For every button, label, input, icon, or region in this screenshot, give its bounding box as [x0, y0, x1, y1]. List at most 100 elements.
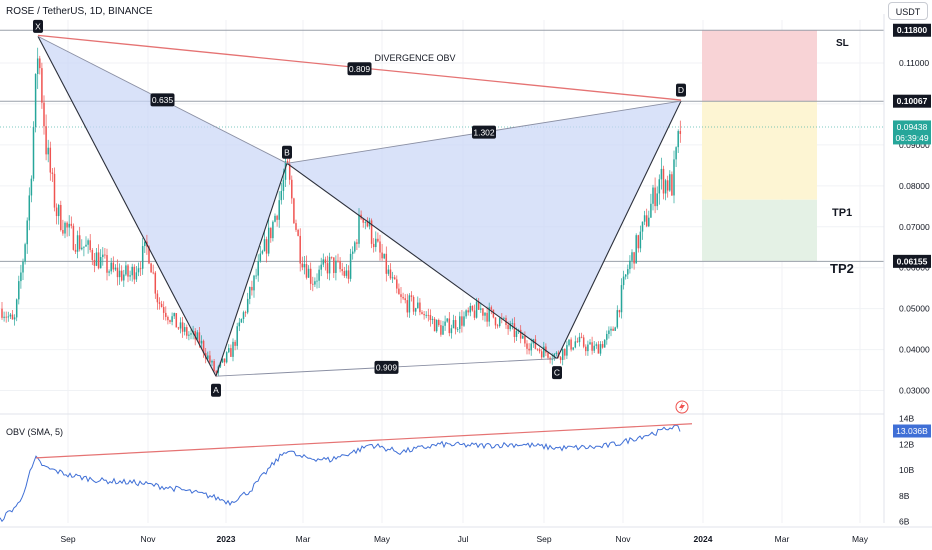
candle	[91, 248, 94, 266]
obv-tick-label: 14B	[899, 414, 914, 424]
candle-body	[576, 341, 579, 343]
candle	[656, 186, 658, 211]
candle	[181, 316, 184, 338]
candle-body	[309, 268, 312, 284]
currency-button[interactable]: USDT	[888, 2, 928, 20]
candle-body	[137, 268, 140, 273]
candle-body	[186, 327, 188, 336]
candle	[106, 248, 108, 281]
candle-body	[364, 221, 367, 223]
leg-cd	[556, 100, 682, 359]
candle	[652, 184, 654, 211]
candle	[627, 264, 629, 279]
candle	[385, 246, 388, 282]
candle-body	[654, 187, 656, 207]
candle-body	[9, 314, 12, 317]
candle	[211, 359, 213, 366]
time-tick-label: Mar	[775, 534, 790, 544]
candle	[536, 348, 539, 352]
candle	[616, 305, 619, 329]
entry-price-badge-text: 0.10067	[897, 96, 928, 106]
candle-body	[660, 168, 663, 180]
ratio-badge	[472, 125, 496, 139]
candle	[620, 278, 623, 319]
candle-body	[606, 333, 608, 340]
candle	[108, 269, 110, 277]
candle-body	[232, 341, 234, 357]
candle-body	[165, 312, 167, 317]
point-text: C	[554, 368, 560, 378]
candle	[524, 331, 526, 347]
candle	[274, 213, 276, 223]
candle	[601, 341, 604, 349]
candle-body	[528, 348, 530, 351]
candle	[639, 225, 642, 253]
candle-body	[57, 204, 60, 217]
candle	[610, 326, 612, 337]
price-tick-label: 0.08000	[899, 181, 930, 191]
candle-body	[662, 168, 665, 194]
tp2-price-badge: 0.06155	[893, 254, 931, 268]
candle	[169, 319, 171, 324]
point-badge	[676, 83, 686, 97]
candle-body	[167, 316, 169, 321]
candle-body	[396, 279, 398, 289]
candle-body	[624, 274, 627, 277]
candle-body	[333, 257, 335, 273]
candle-body	[603, 339, 606, 348]
candle	[3, 311, 5, 322]
candle	[297, 228, 299, 237]
candle	[440, 320, 442, 337]
candle-body	[45, 126, 47, 155]
candle-body	[469, 305, 472, 313]
candle	[11, 309, 14, 320]
candle-body	[643, 215, 646, 222]
candle-body	[72, 225, 75, 250]
candle	[406, 293, 409, 318]
candle-body	[280, 190, 283, 201]
candle	[526, 340, 528, 355]
candle-body	[414, 308, 417, 312]
candle-body	[591, 342, 593, 351]
tp1-label: TP1	[832, 207, 852, 219]
candle-body	[387, 269, 390, 274]
candle-body	[389, 269, 392, 279]
candle	[540, 348, 543, 360]
candle-body	[118, 270, 121, 278]
candle-body	[223, 358, 226, 363]
candle-body	[104, 254, 106, 256]
candle	[230, 344, 232, 357]
candle	[320, 257, 322, 277]
candle-body	[284, 161, 287, 180]
candle	[473, 304, 476, 321]
candle-body	[93, 259, 96, 266]
candle	[32, 121, 35, 182]
candle-body	[446, 318, 448, 322]
candle	[116, 259, 119, 286]
candle	[307, 265, 310, 278]
candle-body	[183, 327, 186, 332]
price-tick-label: 0.05000	[899, 304, 930, 314]
candle	[435, 319, 438, 333]
time-tick-label: Nov	[140, 534, 156, 544]
candle	[482, 307, 484, 321]
candle-body	[339, 261, 341, 270]
candle-body	[238, 322, 241, 327]
candle	[13, 314, 16, 326]
candle-body	[341, 269, 343, 272]
candle	[448, 312, 451, 337]
candle-body	[454, 320, 457, 330]
candle	[125, 261, 127, 277]
candle-body	[135, 272, 138, 280]
take-profit-zone	[702, 199, 817, 262]
candle-body	[633, 252, 635, 264]
candle-body	[196, 332, 199, 340]
candle	[278, 191, 280, 228]
candle	[160, 300, 163, 308]
candle	[675, 146, 677, 167]
divergence-annotation: DIVERGENCE OBV	[374, 53, 455, 63]
candle	[469, 302, 472, 317]
bcd-triangle	[287, 101, 681, 359]
candle-body	[450, 328, 453, 334]
